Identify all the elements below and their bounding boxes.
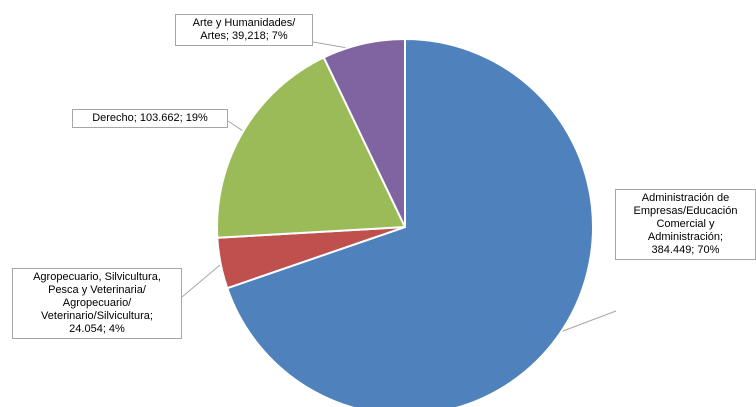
leader-line — [554, 310, 617, 335]
data-label-line: Administración de — [641, 192, 730, 204]
data-label-agropecuario: Agropecuario, Silvicultura, Pesca y Vete… — [12, 268, 182, 339]
data-label-derecho: Derecho; 103.662; 19% — [72, 109, 228, 128]
data-label-line: 384.449; 70% — [651, 244, 720, 256]
data-label-line: Agropecuario, Silvicultura, — [33, 271, 161, 283]
data-label-line: 24.054; 4% — [69, 323, 125, 335]
leader-line — [181, 262, 223, 298]
data-label-line: Arte y Humanidades/ — [192, 17, 296, 29]
data-label-line: Empresas/Educación — [633, 205, 738, 217]
pie-slices — [216, 38, 594, 407]
data-label-administracion: Administración de Empresas/Educación Com… — [615, 189, 756, 260]
data-label-line: Veterinario/Silvicultura; — [41, 310, 153, 322]
data-label-line: Artes; 39,218; 7% — [200, 30, 288, 42]
data-label-line: Agropecuario/ — [62, 297, 132, 309]
data-label-line: Administración; — [647, 231, 724, 243]
data-label-arte: Arte y Humanidades/ Artes; 39,218; 7% — [175, 14, 313, 46]
data-label-line: Derecho; 103.662; 19% — [92, 112, 208, 124]
pie-slice — [216, 56, 406, 239]
pie-slice — [226, 38, 594, 407]
data-label-line: Comercial y — [656, 218, 715, 230]
data-label-line: Pesca y Veterinaria/ — [48, 284, 146, 296]
pie-slice — [322, 38, 406, 228]
